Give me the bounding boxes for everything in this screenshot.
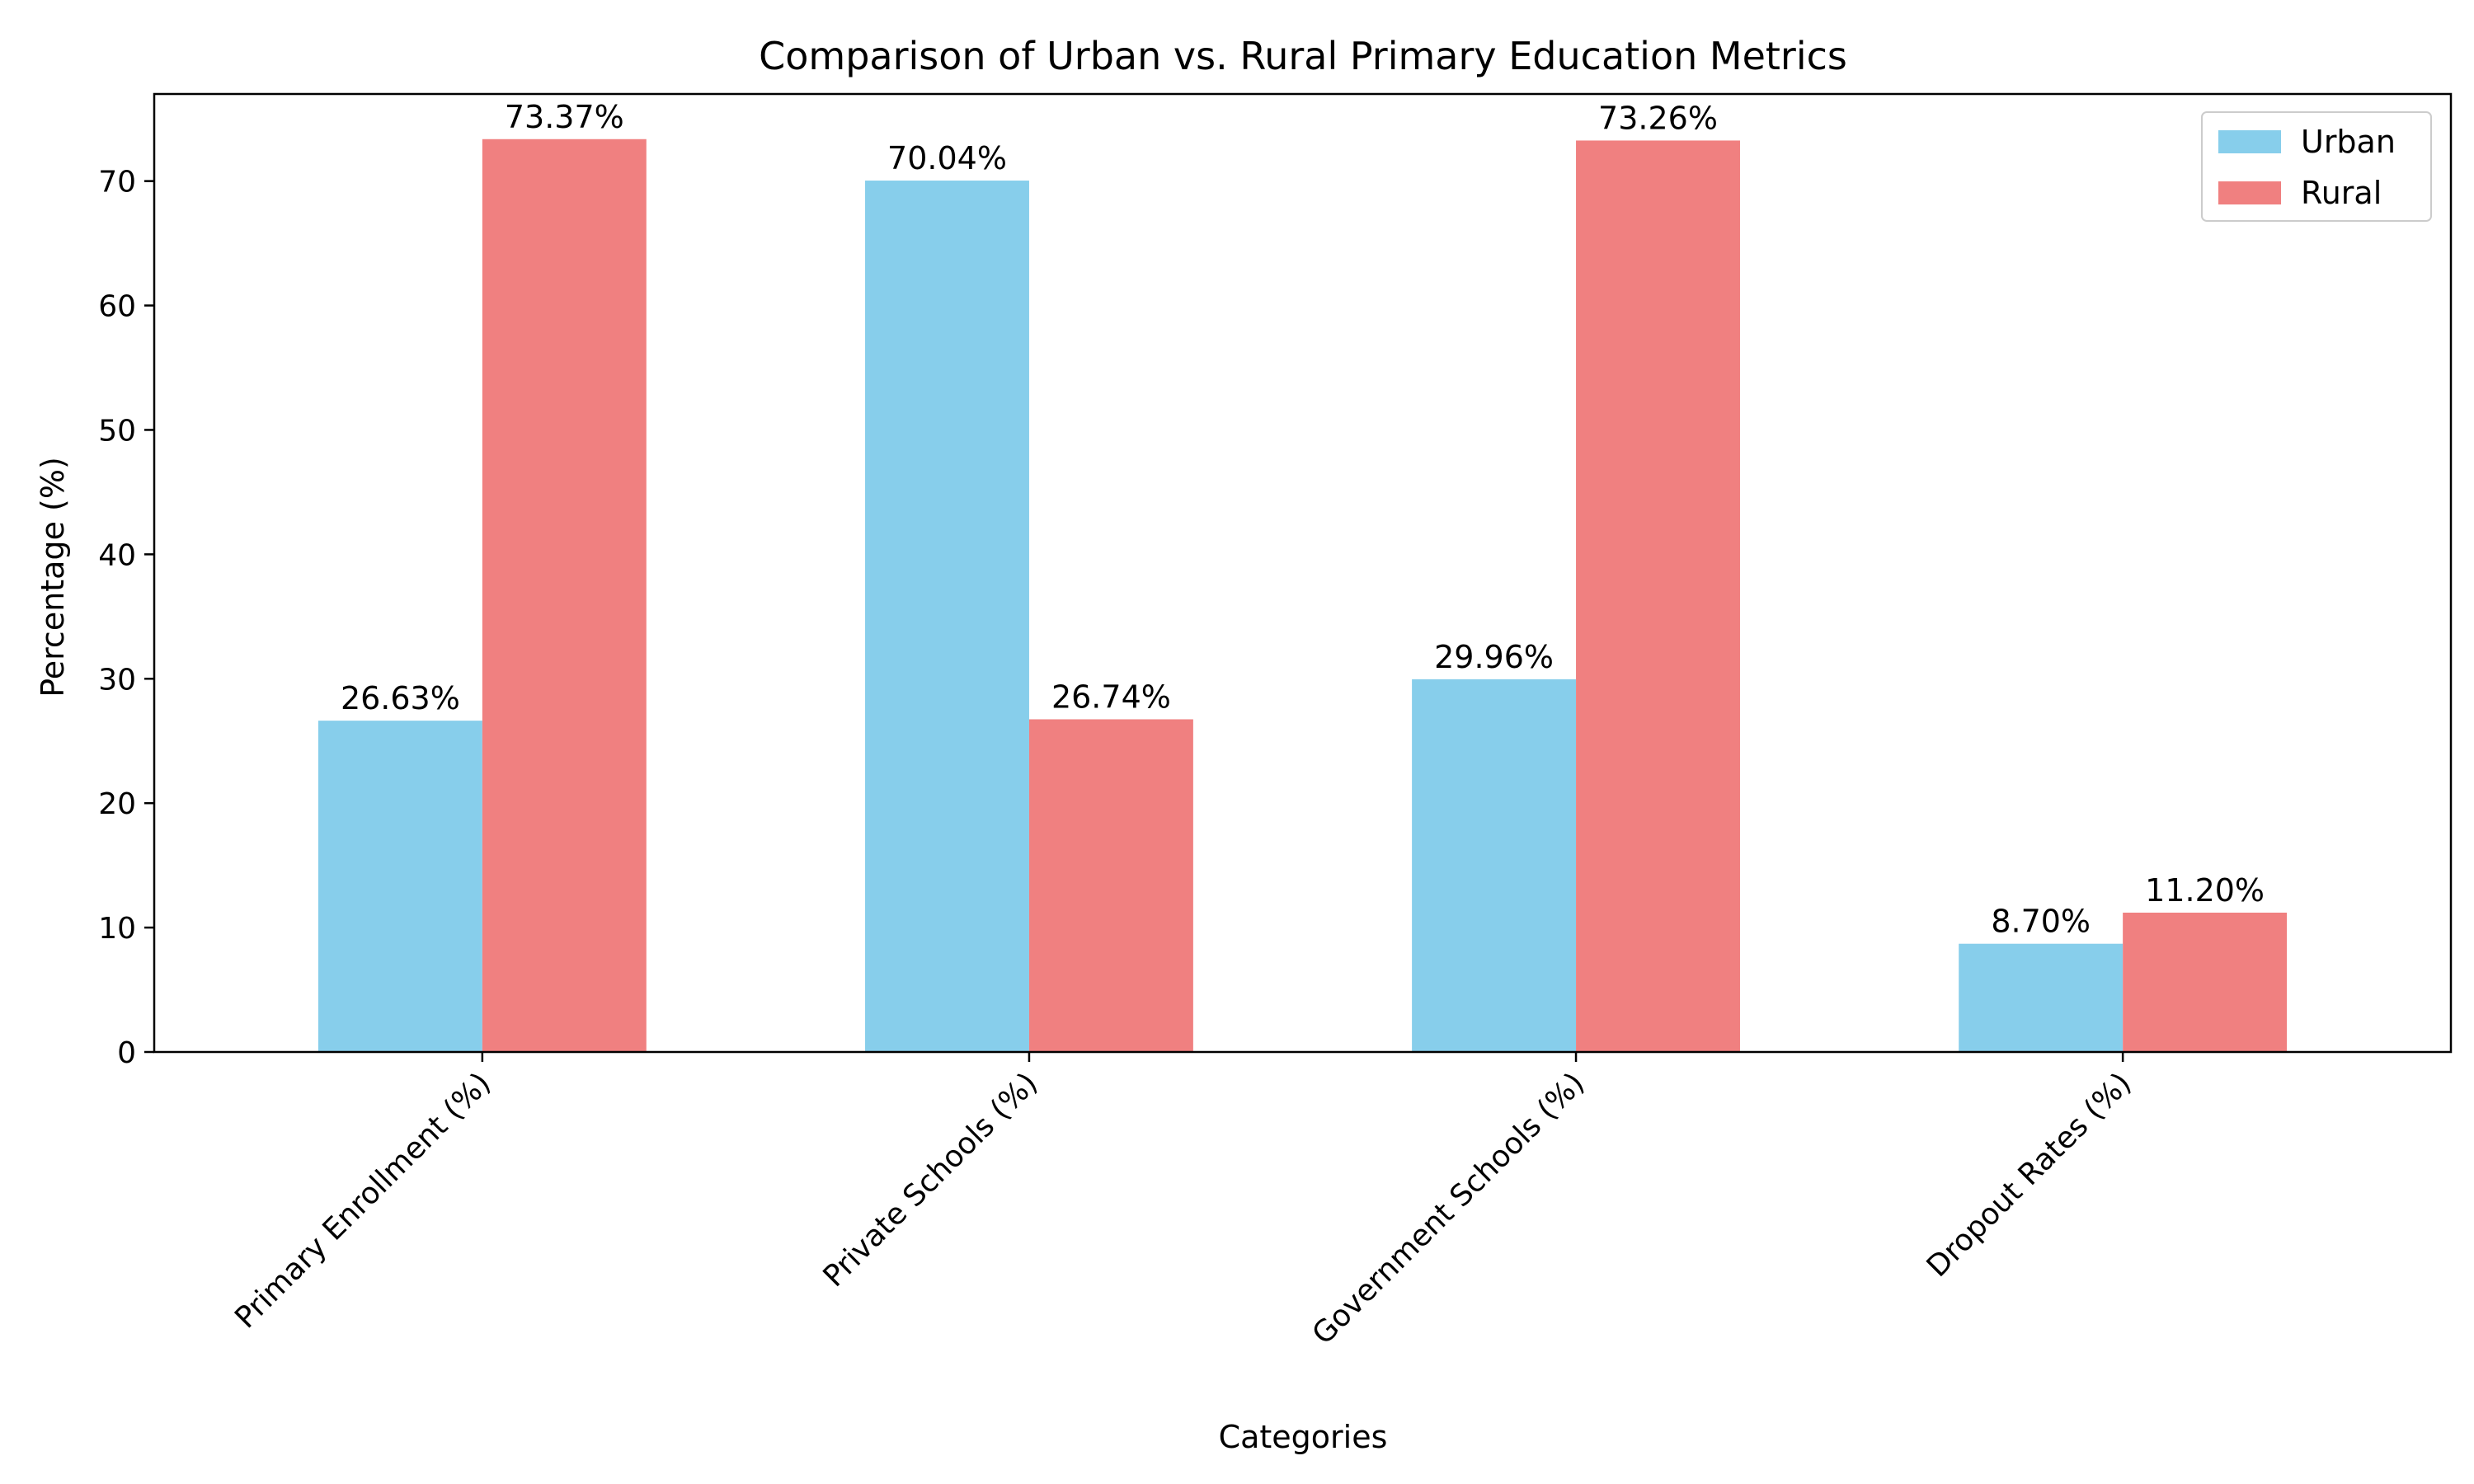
legend-swatch-urban (2218, 130, 2281, 153)
bar-urban-0 (317, 721, 482, 1052)
legend-label-rural: Rural (2301, 175, 2382, 211)
bar-label-urban-0: 26.63% (341, 680, 460, 716)
bar-label-urban-3: 8.70% (1991, 904, 2091, 940)
legend: Urban Rural (2201, 111, 2432, 222)
y-tick-label-5: 50 (98, 414, 136, 448)
bar-urban-1 (865, 181, 1029, 1053)
chart-title: Comparison of Urban vs. Rural Primary Ed… (759, 34, 1847, 78)
y-tick-label-0: 0 (117, 1036, 136, 1070)
y-tick-label-3: 30 (98, 663, 136, 697)
y-tick-label-4: 40 (98, 538, 136, 572)
x-axis-title: Categories (1219, 1419, 1388, 1455)
bar-label-rural-2: 73.26% (1598, 100, 1718, 136)
y-tick-label-6: 60 (98, 290, 136, 324)
y-tick-label-1: 10 (98, 912, 136, 946)
x-tick-label-1: Private Schools (%) (817, 1066, 1045, 1294)
y-axis-title: Percentage (%) (35, 457, 71, 697)
legend-label-urban: Urban (2301, 124, 2396, 160)
bar-rural-1 (1028, 719, 1193, 1052)
bar-urban-3 (1959, 943, 2124, 1052)
plot-area: 26.63% 70.04% 29.96% 8.70% 73.37% 26.74% 73.26… (98, 92, 2453, 1351)
plot-frame (153, 92, 2453, 1054)
y-tick-label-2: 20 (98, 787, 136, 821)
bar-label-urban-2: 29.96% (1434, 639, 1554, 675)
bar-urban-2 (1412, 679, 1577, 1052)
x-tick-label-0: Primary Enrollment (%) (228, 1066, 497, 1335)
bar-label-urban-1: 70.04% (887, 140, 1007, 176)
bar-label-rural-0: 73.37% (505, 99, 624, 135)
bar-label-rural-1: 26.74% (1051, 679, 1171, 715)
bar-rural-2 (1576, 140, 1740, 1053)
bar-rural-0 (482, 139, 647, 1052)
bar-rural-3 (2123, 912, 2288, 1052)
bar-label-rural-3: 11.20% (2145, 872, 2265, 909)
y-tick-label-7: 70 (98, 166, 136, 200)
x-tick-label-2: Government Schools (%) (1306, 1066, 1592, 1351)
x-tick-label-3: Dropout Rates (%) (1921, 1066, 2138, 1284)
legend-swatch-rural (2218, 181, 2281, 204)
